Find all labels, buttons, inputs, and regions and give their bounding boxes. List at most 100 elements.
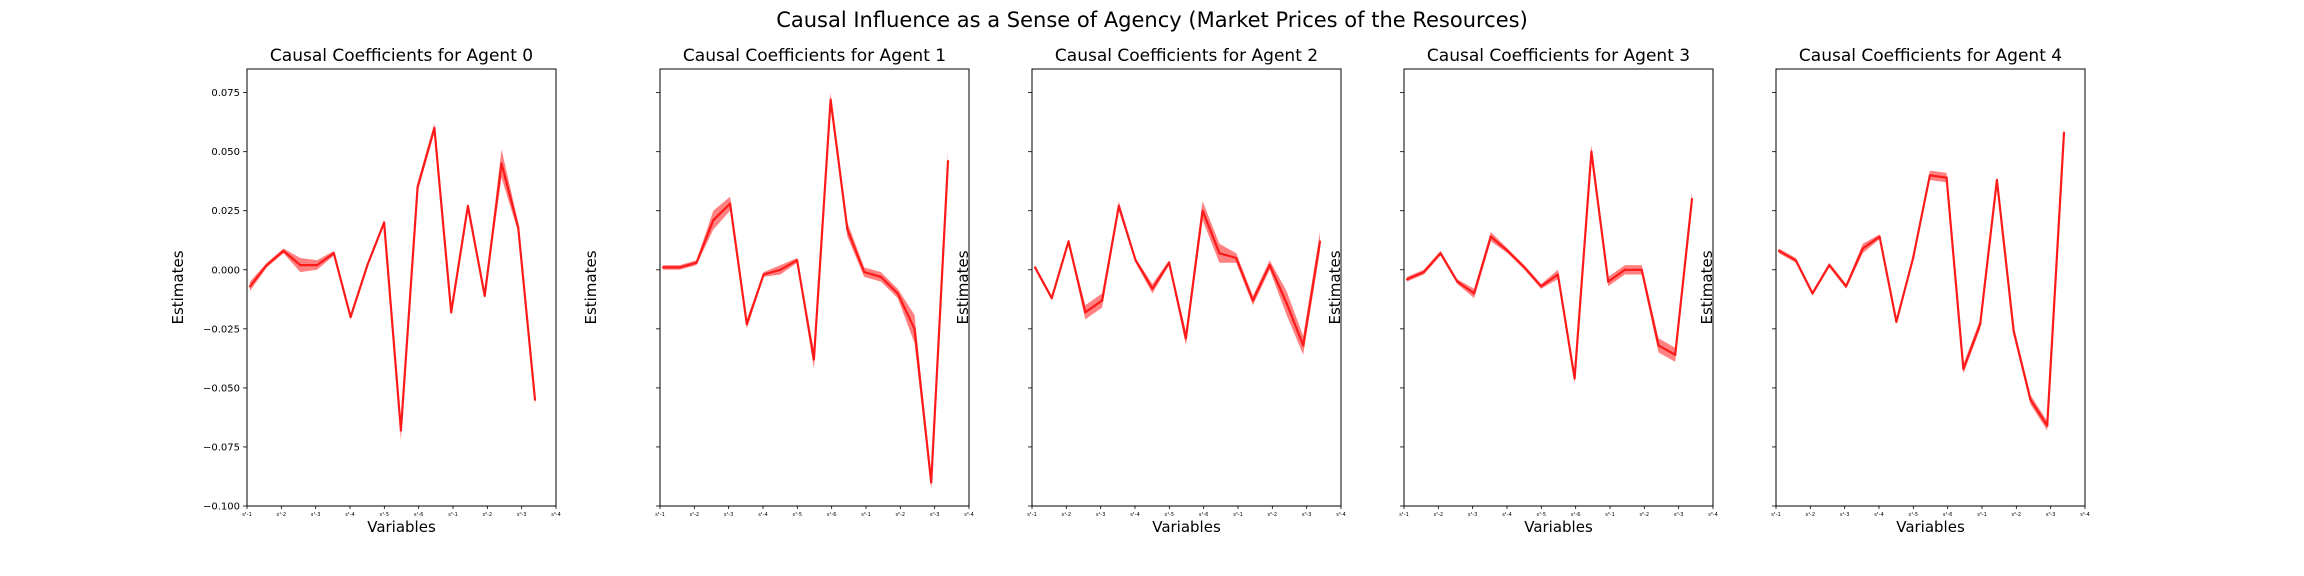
x-tick-label: s¹-6 <box>1571 512 1581 518</box>
data-point <box>1506 249 1509 252</box>
data-point <box>1134 259 1137 262</box>
y-tick-label: 0.025 <box>211 206 240 217</box>
data-point <box>248 285 252 288</box>
data-point <box>1844 285 1848 288</box>
panel-agent-2: Causal Coefficients for Agent 2 Estimates… <box>954 46 1346 536</box>
x-axis-label: Variables <box>1152 518 1221 536</box>
data-point <box>466 204 470 208</box>
data-point <box>2029 398 2032 401</box>
series-line <box>663 98 950 484</box>
data-point <box>483 294 486 297</box>
x-tick-label: s⁰-1 <box>1977 512 1987 518</box>
data-point <box>1285 301 1288 304</box>
series-line <box>1034 204 1322 347</box>
data-point <box>1439 252 1442 255</box>
data-point <box>332 252 335 255</box>
data-point <box>779 268 782 271</box>
x-tick-label: s¹-3 <box>724 512 734 518</box>
x-tick-label: s⁰-3 <box>2046 512 2056 518</box>
x-tick-label: s⁰-1 <box>861 512 871 518</box>
x-tick-label: s¹-5 <box>1165 512 1175 518</box>
data-point <box>399 429 402 432</box>
data-point <box>946 160 950 163</box>
data-point <box>1878 235 1881 238</box>
data-point <box>728 202 732 205</box>
x-tick-label: s¹-2 <box>277 512 287 518</box>
data-point <box>282 249 285 252</box>
data-point <box>2046 424 2049 427</box>
x-tick-label: s¹-2 <box>1434 512 1444 518</box>
data-point <box>1117 204 1120 208</box>
plot-frame <box>659 68 970 507</box>
x-tick-label: s⁰-4 <box>2080 512 2090 518</box>
data-point <box>450 311 453 314</box>
data-point <box>1945 176 1948 179</box>
panel-agent-3: Causal Coefficients for Agent 3 Estimates… <box>1326 46 1718 536</box>
x-tick-label: s¹-1 <box>655 512 665 518</box>
data-point <box>1067 240 1070 243</box>
data-point <box>678 266 681 269</box>
data-point <box>846 228 849 231</box>
data-point <box>796 259 799 262</box>
confidence-band <box>663 92 948 490</box>
panel-title: Causal Coefficients for Agent 0 <box>270 46 533 66</box>
data-point <box>2062 131 2066 134</box>
x-axis-label: Variables <box>367 518 436 536</box>
data-point <box>1811 292 1814 295</box>
y-tick-label: −0.100 <box>203 502 240 513</box>
data-point <box>1962 367 1965 371</box>
data-point <box>863 271 866 274</box>
data-point <box>1033 266 1037 269</box>
data-point <box>1590 150 1593 153</box>
x-tick-label: s⁰-3 <box>517 512 527 518</box>
x-tick-label: s¹-4 <box>758 512 768 518</box>
data-point <box>349 315 352 319</box>
data-point <box>1218 252 1221 255</box>
data-point <box>745 323 748 326</box>
data-point <box>1861 247 1864 250</box>
x-tick-label: s⁰-2 <box>1268 512 1278 518</box>
data-point <box>1251 299 1255 302</box>
panel-title: Causal Coefficients for Agent 2 <box>1055 46 1318 66</box>
data-point <box>896 292 899 295</box>
y-axis-label: Estimates <box>1326 250 1344 324</box>
data-point <box>416 186 419 189</box>
x-tick-label: s¹-6 <box>827 512 837 518</box>
x-tick-label: s⁰-3 <box>1302 512 1312 518</box>
x-tick-label: s¹-5 <box>1537 512 1547 518</box>
x-tick-label: s¹-2 <box>1062 512 1072 518</box>
data-point <box>500 162 503 165</box>
data-point <box>1540 285 1543 288</box>
data-point <box>1623 268 1627 271</box>
data-point <box>1607 280 1610 283</box>
data-point <box>1201 209 1204 212</box>
data-point <box>1168 261 1171 264</box>
data-point <box>1489 235 1492 238</box>
x-tick-label: s¹-3 <box>1468 512 1478 518</box>
x-tick-label: s⁰-4 <box>964 512 974 518</box>
data-point <box>1472 292 1476 295</box>
data-point <box>1422 271 1425 274</box>
data-point <box>533 398 537 401</box>
data-point <box>1777 249 1781 252</box>
x-tick-label: s¹-5 <box>1909 512 1919 518</box>
series-line <box>1778 132 2066 427</box>
data-point <box>661 266 665 269</box>
x-tick-label: s¹-3 <box>1840 512 1850 518</box>
data-point <box>366 263 369 267</box>
x-tick-label: s¹-1 <box>242 512 252 518</box>
x-tick-label: s¹-6 <box>414 512 424 518</box>
data-point <box>1456 280 1459 283</box>
x-tick-label: s⁰-1 <box>1233 512 1243 518</box>
data-point <box>1050 297 1053 300</box>
x-tick-label: s¹-2 <box>1806 512 1816 518</box>
x-tick-label: s¹-2 <box>690 512 700 518</box>
y-axis-label: Estimates <box>1698 250 1716 324</box>
data-point <box>1995 178 1999 182</box>
x-tick-label: s⁰-4 <box>1336 512 1346 518</box>
panel-agent-1: Causal Coefficients for Agent 1 Estimates… <box>582 46 974 518</box>
data-point <box>1318 240 1322 243</box>
x-tick-label: s¹-3 <box>1096 512 1106 518</box>
x-tick-label: s⁰-3 <box>1674 512 1684 518</box>
